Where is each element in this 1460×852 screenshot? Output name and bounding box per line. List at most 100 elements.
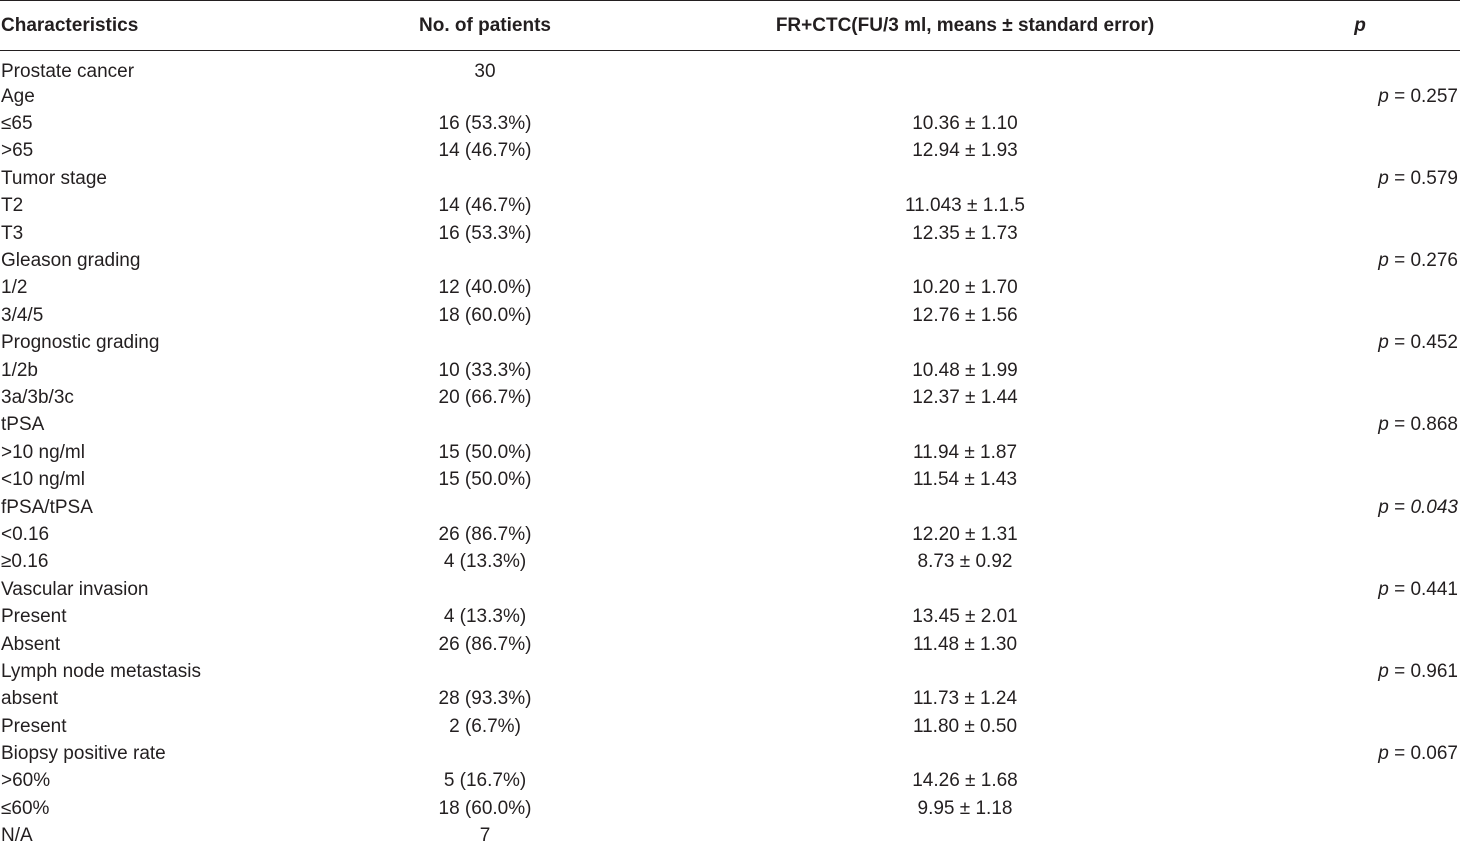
p-symbol: p	[1378, 332, 1389, 354]
row-characteristic: 1/2	[1, 277, 28, 299]
row-characteristic: Lymph node metastasis	[1, 660, 201, 682]
row-fr-ctc: 11.48 ± 1.30	[912, 633, 1018, 655]
table-row: ≥0.16 4 (13.3%) 8.73 ± 0.92	[0, 549, 1460, 576]
table-row: <0.16 26 (86.7%) 12.20 ± 1.31	[0, 521, 1460, 548]
p-symbol: p	[1378, 660, 1389, 682]
row-patients: 20 (66.7%)	[438, 386, 532, 408]
row-p-value: 0.961	[1410, 660, 1458, 682]
table-row: Tumor stage p = 0.579	[0, 165, 1460, 192]
row-p-value: 0.452	[1410, 332, 1458, 354]
table-row: ≤65 16 (53.3%) 10.36 ± 1.10	[0, 110, 1460, 137]
row-patients	[300, 740, 670, 767]
row-characteristic: T2	[1, 195, 24, 217]
row-characteristic: Present	[1, 715, 67, 737]
row-p-value-cell	[1260, 603, 1460, 630]
row-p-value-cell: p = 0.868	[1378, 414, 1458, 436]
row-fr-ctc: 11.80 ± 0.50	[912, 715, 1018, 737]
row-patients: 30	[474, 61, 496, 82]
row-p-value-cell: p = 0.961	[1378, 660, 1458, 682]
row-characteristic: N/A	[1, 825, 33, 847]
table-row: Biopsy positive rate p = 0.067	[0, 740, 1460, 767]
row-p-value: 0.257	[1410, 85, 1458, 107]
row-characteristic: <0.16	[1, 523, 50, 545]
row-fr-ctc	[670, 165, 1260, 192]
row-characteristic: tPSA	[1, 414, 45, 436]
row-characteristic: T3	[1, 222, 24, 244]
table-header: Characteristics No. of patients FR+CTC(F…	[0, 0, 1460, 51]
row-p-value-cell	[1260, 466, 1460, 493]
table-row: Gleason grading p = 0.276	[0, 247, 1460, 274]
row-characteristic: Prognostic grading	[1, 332, 160, 354]
row-fr-ctc: 12.94 ± 1.93	[912, 140, 1018, 162]
row-patients: 12 (40.0%)	[438, 277, 532, 299]
p-symbol: p	[1378, 743, 1389, 765]
row-characteristic: Vascular invasion	[1, 578, 149, 600]
row-characteristic: Tumor stage	[1, 167, 107, 189]
row-characteristic: 1/2b	[1, 359, 38, 381]
row-characteristic: <10 ng/ml	[1, 469, 85, 491]
row-p-value-cell	[1260, 302, 1460, 329]
row-fr-ctc: 11.94 ± 1.87	[912, 441, 1018, 463]
row-fr-ctc	[670, 247, 1260, 274]
row-p-value: 0.441	[1410, 578, 1458, 600]
row-patients: 26 (86.7%)	[438, 523, 532, 545]
row-p-value: 0.579	[1410, 167, 1458, 189]
p-symbol: p	[1378, 496, 1389, 518]
row-characteristic: ≤65	[1, 113, 33, 135]
p-symbol: p	[1378, 167, 1389, 189]
row-fr-ctc	[670, 51, 1260, 84]
row-p-value-cell	[1260, 384, 1460, 411]
row-patients	[300, 83, 670, 110]
row-patients	[300, 658, 670, 685]
row-patients: 7	[479, 825, 491, 847]
row-patients	[300, 576, 670, 603]
row-patients: 4 (13.3%)	[443, 551, 527, 573]
row-fr-ctc	[670, 494, 1260, 521]
header-row: Characteristics No. of patients FR+CTC(F…	[0, 0, 1460, 51]
row-p-value-cell	[1260, 275, 1460, 302]
row-patients: 4 (13.3%)	[443, 606, 527, 628]
row-p-value-cell	[1260, 220, 1460, 247]
row-characteristic: absent	[1, 688, 59, 710]
row-fr-ctc	[670, 823, 1260, 850]
row-p-value-cell: p = 0.043	[1378, 496, 1458, 518]
row-p-value-cell: p = 0.257	[1378, 85, 1458, 107]
row-fr-ctc: 12.76 ± 1.56	[912, 304, 1018, 326]
row-patients: 15 (50.0%)	[438, 441, 532, 463]
row-patients: 14 (46.7%)	[438, 140, 532, 162]
row-characteristic: >60%	[1, 770, 51, 792]
table-row: Age p = 0.257	[0, 83, 1460, 110]
row-fr-ctc	[670, 576, 1260, 603]
row-characteristic: Prostate cancer	[1, 61, 135, 82]
row-patients	[300, 165, 670, 192]
row-p-value-cell	[1260, 193, 1460, 220]
p-symbol: p	[1378, 578, 1389, 600]
table-row: >65 14 (46.7%) 12.94 ± 1.93	[0, 138, 1460, 165]
row-p-value-cell	[1260, 823, 1460, 850]
row-characteristic: Present	[1, 606, 67, 628]
row-patients: 5 (16.7%)	[443, 770, 527, 792]
row-p-value-cell	[1260, 686, 1460, 713]
p-symbol: p	[1378, 85, 1389, 107]
row-patients: 14 (46.7%)	[438, 195, 532, 217]
row-characteristic: Biopsy positive rate	[1, 743, 166, 765]
table-row: >10 ng/ml 15 (50.0%) 11.94 ± 1.87	[0, 439, 1460, 466]
row-fr-ctc: 11.73 ± 1.24	[912, 688, 1018, 710]
table-row: T2 14 (46.7%) 11.043 ± 1.1.5	[0, 193, 1460, 220]
row-p-value-cell	[1260, 795, 1460, 822]
row-characteristic: Absent	[1, 633, 61, 655]
row-patients	[300, 330, 670, 357]
row-patients: 16 (53.3%)	[438, 113, 532, 135]
row-p-value-cell: p = 0.579	[1378, 167, 1458, 189]
row-p-value-cell	[1260, 51, 1460, 84]
row-fr-ctc: 8.73 ± 0.92	[917, 551, 1013, 573]
row-patients: 2 (6.7%)	[449, 715, 521, 737]
row-p-value-cell	[1260, 713, 1460, 740]
row-fr-ctc	[670, 330, 1260, 357]
row-p-value-cell	[1260, 631, 1460, 658]
row-p-value-cell	[1260, 439, 1460, 466]
row-p-value: 0.276	[1410, 250, 1458, 272]
row-fr-ctc: 13.45 ± 2.01	[912, 606, 1018, 628]
table-row: 3/4/5 18 (60.0%) 12.76 ± 1.56	[0, 302, 1460, 329]
